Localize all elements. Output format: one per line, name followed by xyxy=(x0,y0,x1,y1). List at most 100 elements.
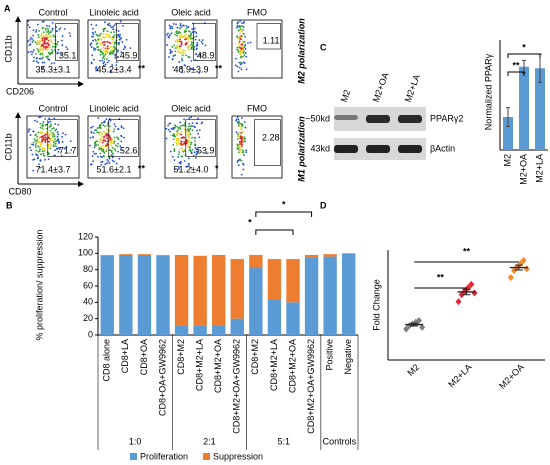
event-dot xyxy=(244,52,247,55)
event-dot xyxy=(36,41,39,44)
event-dot xyxy=(242,55,244,58)
event-dot xyxy=(198,136,201,139)
x-tick-label: CD8+M2 xyxy=(250,339,260,375)
event-dot xyxy=(48,135,51,137)
event-dot xyxy=(42,135,45,137)
event-dot xyxy=(236,48,239,51)
event-dot xyxy=(178,36,181,39)
event-dot xyxy=(242,45,244,47)
event-dot xyxy=(169,25,172,28)
event-dot xyxy=(181,124,184,127)
event-dot xyxy=(48,125,51,128)
event-dot xyxy=(98,140,101,143)
gate xyxy=(47,119,78,157)
event-dot xyxy=(108,117,111,120)
event-dot xyxy=(106,131,109,133)
event-dot xyxy=(40,142,43,145)
event-dot xyxy=(241,22,243,25)
event-dot xyxy=(181,137,184,139)
event-dot xyxy=(177,141,180,144)
event-dot xyxy=(90,42,93,45)
event-dot xyxy=(113,136,116,139)
event-dot xyxy=(184,43,187,45)
event-dot xyxy=(106,137,109,140)
event-dot xyxy=(103,44,106,46)
event-dot xyxy=(238,40,241,43)
event-dot xyxy=(113,34,116,37)
event-dot xyxy=(101,51,104,54)
event-dot xyxy=(47,27,49,30)
event-dot xyxy=(39,116,42,118)
bar-segment xyxy=(249,254,263,269)
stat-value: 51.6±2.1 xyxy=(97,164,132,174)
event-dot xyxy=(114,53,117,56)
event-dot xyxy=(120,51,123,54)
event-dot xyxy=(117,150,120,153)
event-dot xyxy=(196,129,198,132)
event-dot xyxy=(187,136,190,139)
event-dot xyxy=(240,38,242,41)
event-dot xyxy=(41,53,44,56)
event-dot xyxy=(172,55,175,57)
event-dot xyxy=(93,153,96,155)
event-dot xyxy=(97,45,100,48)
event-dot xyxy=(40,34,43,37)
event-dot xyxy=(179,31,182,34)
event-dot xyxy=(180,140,183,143)
bar-segment xyxy=(230,318,244,335)
event-dot xyxy=(42,31,45,34)
event-dot xyxy=(235,118,238,121)
y-tick-label: 20 xyxy=(83,313,93,323)
event-dot xyxy=(48,25,51,28)
event-dot xyxy=(200,122,203,125)
event-dot xyxy=(247,42,249,44)
panel-label: B xyxy=(6,200,13,210)
event-dot xyxy=(102,28,105,31)
error-bar xyxy=(462,288,471,296)
event-dot xyxy=(34,139,37,142)
event-dot xyxy=(183,141,186,143)
event-dot xyxy=(100,145,102,148)
event-dot xyxy=(169,150,172,153)
event-dot xyxy=(27,40,30,43)
x-tick-label: CD8+LA xyxy=(120,339,130,373)
significance: ** xyxy=(463,246,471,256)
event-dot xyxy=(50,48,53,51)
event-dot xyxy=(108,136,111,139)
event-dot xyxy=(120,126,123,129)
event-dot xyxy=(237,138,239,140)
bar-segment xyxy=(323,254,337,257)
event-dot xyxy=(50,40,53,43)
event-dot xyxy=(38,150,41,153)
event-dot xyxy=(188,30,190,33)
event-dot xyxy=(42,121,45,123)
arrow-head xyxy=(78,181,84,187)
event-dot xyxy=(177,128,179,131)
event-dot xyxy=(181,149,184,151)
event-dot xyxy=(173,168,176,171)
event-dot xyxy=(101,41,104,44)
event-dot xyxy=(103,131,106,134)
event-dot xyxy=(103,137,105,139)
x-tick-label: CD8+M2+OA xyxy=(287,339,297,393)
event-dot xyxy=(101,133,103,136)
event-dot xyxy=(41,51,44,54)
event-dot xyxy=(39,126,42,129)
event-dot xyxy=(38,141,41,144)
event-dot xyxy=(32,158,34,161)
event-dot xyxy=(105,135,108,137)
event-dot xyxy=(103,36,106,39)
event-dot xyxy=(170,25,173,28)
event-dot xyxy=(104,125,106,128)
plot-title: Control xyxy=(38,7,67,17)
event-dot xyxy=(245,55,248,58)
x-tick-label: CD8+M2+LA xyxy=(195,339,205,391)
event-dot xyxy=(110,49,113,52)
bar-segment xyxy=(230,259,244,319)
event-dot xyxy=(185,41,188,44)
event-dot xyxy=(100,131,102,134)
event-dot xyxy=(92,132,95,134)
event-dot xyxy=(32,130,35,133)
event-dot xyxy=(167,124,170,127)
event-dot xyxy=(239,63,242,66)
